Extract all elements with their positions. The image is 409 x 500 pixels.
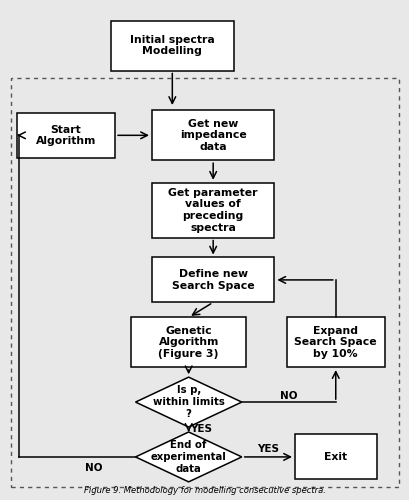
Text: Figure 9. Methodology for modelling consecutive spectra.: Figure 9. Methodology for modelling cons… (84, 486, 325, 496)
Text: Get parameter
values of
preceding
spectra: Get parameter values of preceding spectr… (168, 188, 257, 232)
FancyBboxPatch shape (294, 434, 376, 480)
Text: Genetic
Algorithm
(Figure 3): Genetic Algorithm (Figure 3) (158, 326, 218, 359)
Text: Is p,
within limits
?: Is p, within limits ? (152, 386, 224, 418)
Text: YES: YES (257, 444, 279, 454)
Text: YES: YES (189, 424, 211, 434)
Text: Define new
Search Space: Define new Search Space (171, 269, 254, 290)
Text: End of
experimental
data: End of experimental data (151, 440, 226, 474)
Polygon shape (135, 432, 241, 482)
Text: Expand
Search Space
by 10%: Expand Search Space by 10% (294, 326, 376, 359)
Text: NO: NO (279, 391, 297, 401)
FancyBboxPatch shape (111, 20, 233, 70)
Bar (11, 78, 398, 487)
Text: Get new
impedance
data: Get new impedance data (180, 118, 246, 152)
Polygon shape (135, 377, 241, 427)
Text: Start
Algorithm: Start Algorithm (36, 124, 96, 146)
FancyBboxPatch shape (151, 258, 274, 302)
Text: NO: NO (85, 463, 102, 473)
FancyBboxPatch shape (131, 318, 245, 367)
Text: Initial spectra
Modelling: Initial spectra Modelling (130, 35, 214, 56)
FancyBboxPatch shape (286, 318, 384, 367)
FancyBboxPatch shape (17, 113, 115, 158)
Text: Exit: Exit (324, 452, 346, 462)
FancyBboxPatch shape (151, 110, 274, 160)
FancyBboxPatch shape (151, 182, 274, 238)
